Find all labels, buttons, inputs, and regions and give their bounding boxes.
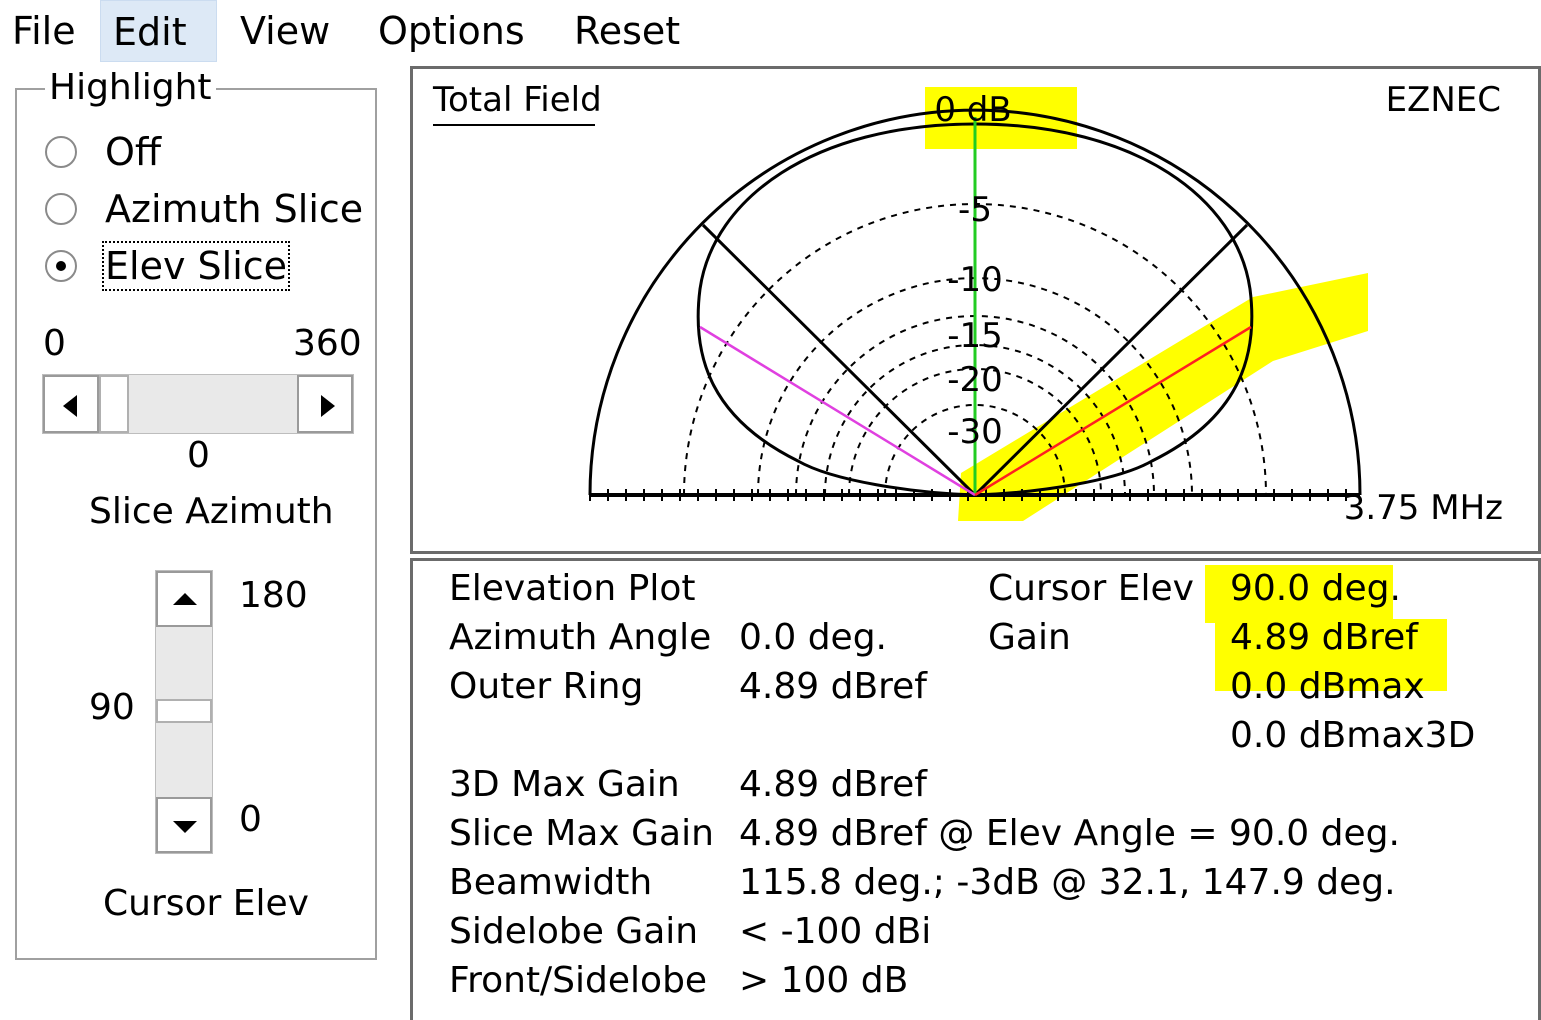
- info-value-beamwidth: 115.8 deg.; -3dB @ 32.1, 147.9 deg.: [739, 862, 1396, 903]
- info-label-azimuth-angle: Azimuth Angle: [449, 617, 712, 658]
- info-label-beamwidth: Beamwidth: [449, 862, 653, 903]
- scroll-left-button[interactable]: [43, 375, 99, 433]
- beamwidth-line-right: [973, 223, 1249, 497]
- info-value-slice-max-gain: 4.89 dBref @ Elev Angle = 90.0 deg.: [739, 813, 1400, 854]
- menu-bar: File Edit View Options Reset: [0, 0, 1541, 62]
- info-value-azimuth-angle: 0.0 deg.: [739, 617, 887, 658]
- menu-file[interactable]: File: [12, 9, 76, 53]
- ring-label-0db: 0 dB: [934, 90, 1011, 130]
- info-value-cursor-elev: 90.0 deg.: [1230, 568, 1401, 609]
- radio-azimuth-slice-circle[interactable]: [45, 193, 77, 225]
- info-panel: Elevation Plot Azimuth Angle 0.0 deg. Ou…: [410, 558, 1541, 1020]
- outer-ring: [588, 108, 1362, 496]
- info-value-front-sidelobe: > 100 dB: [739, 960, 909, 1001]
- slice-azimuth-max: 360: [293, 323, 362, 364]
- info-label-outer-ring: Outer Ring: [449, 666, 644, 707]
- ring-label-15: -15: [947, 316, 1003, 356]
- ring-label-30: -30: [947, 412, 1003, 452]
- menu-options[interactable]: Options: [378, 9, 525, 53]
- menu-view[interactable]: View: [240, 9, 331, 53]
- arrow-right-icon: [321, 395, 335, 417]
- slice-azimuth-label: Slice Azimuth: [89, 491, 334, 532]
- info-value-gain-dbmax: 0.0 dBmax: [1230, 666, 1425, 707]
- info-label-3d-max-gain: 3D Max Gain: [449, 764, 680, 805]
- slice-azimuth-min: 0: [43, 323, 66, 364]
- polar-plot[interactable]: 0 dB -5 -10 -15 -20 -30 Total Field EZNE…: [413, 69, 1538, 551]
- slice-azimuth-value: 0: [187, 435, 210, 476]
- beamwidth-line-left: [701, 223, 977, 497]
- slice-azimuth-scrollbar[interactable]: [42, 374, 354, 434]
- info-value-outer-ring: 4.89 dBref: [739, 666, 927, 707]
- cursor-elev-scrollbar[interactable]: [155, 570, 213, 854]
- radio-azimuth-slice-label[interactable]: Azimuth Slice: [105, 187, 364, 231]
- slice-azimuth-thumb[interactable]: [99, 375, 129, 433]
- arrow-up-icon: [173, 593, 197, 605]
- scroll-up-button[interactable]: [156, 571, 212, 627]
- radio-off-label[interactable]: Off: [105, 130, 162, 174]
- cursor-elev-thumb[interactable]: [156, 699, 212, 723]
- info-label-cursor-elev: Cursor Elev: [988, 568, 1194, 609]
- info-value-sidelobe-gain: < -100 dBi: [739, 911, 932, 952]
- plot-brand: EZNEC: [1386, 80, 1501, 120]
- highlight-group: Highlight Off Azimuth Slice Elev Slice 0…: [15, 68, 377, 960]
- second-lobe-line: [699, 325, 976, 497]
- cursor-elev-label: Cursor Elev: [103, 883, 309, 924]
- plot-frequency: 3.75 MHz: [1344, 488, 1503, 528]
- cursor-elev-max: 180: [239, 575, 308, 616]
- plot-title: Total Field: [432, 80, 602, 120]
- highlight-mark-lobe: [958, 273, 1368, 521]
- radio-elev-slice-circle[interactable]: [45, 250, 77, 282]
- info-value-gain-dbref: 4.89 dBref: [1230, 617, 1418, 658]
- scroll-down-button[interactable]: [156, 797, 212, 853]
- cursor-elev-value: 90: [89, 687, 135, 728]
- menu-reset[interactable]: Reset: [574, 9, 681, 53]
- highlight-mark-cursor-elev: [1205, 565, 1393, 623]
- info-label-sidelobe-gain: Sidelobe Gain: [449, 911, 699, 952]
- arrow-left-icon: [63, 395, 77, 417]
- info-label-front-sidelobe: Front/Sidelobe: [449, 960, 708, 1001]
- ring-label-10: -10: [947, 260, 1003, 300]
- radio-elev-slice-label[interactable]: Elev Slice: [101, 241, 291, 291]
- radio-selected-dot: [56, 261, 66, 271]
- plot-panel: 0 dB -5 -10 -15 -20 -30 Total Field EZNE…: [410, 66, 1541, 554]
- radio-off-circle[interactable]: [45, 136, 77, 168]
- ring-label-5: -5: [958, 190, 992, 230]
- info-value-3d-max-gain: 4.89 dBref: [739, 764, 927, 805]
- highlight-slice-line: [974, 325, 1252, 497]
- highlight-group-title: Highlight: [45, 68, 216, 108]
- menu-edit[interactable]: Edit: [100, 0, 217, 62]
- highlight-mark-gain: [1215, 619, 1447, 691]
- scroll-right-button[interactable]: [297, 375, 353, 433]
- cursor-elev-min: 0: [239, 799, 262, 840]
- info-value-gain-dbmax3d: 0.0 dBmax3D: [1230, 715, 1476, 756]
- ring-label-20: -20: [947, 360, 1003, 400]
- info-label-slice-max-gain: Slice Max Gain: [449, 813, 714, 854]
- arrow-down-icon: [173, 821, 197, 833]
- info-label-gain: Gain: [988, 617, 1071, 658]
- info-label-elevation-plot: Elevation Plot: [449, 568, 696, 609]
